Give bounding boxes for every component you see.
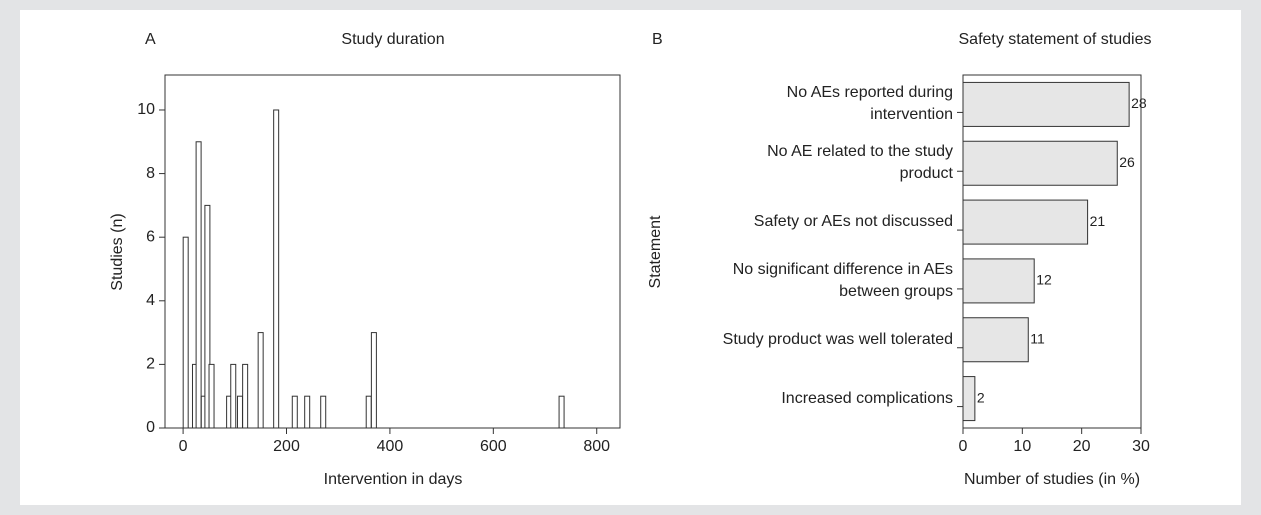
y-tick-label: Increased complications <box>781 389 953 407</box>
chart-title: Safety statement of studies <box>959 31 1152 48</box>
plot-frame <box>164 74 621 429</box>
bar <box>320 395 327 429</box>
x-axis-label: Number of studies (in %) <box>964 471 1140 488</box>
x-tick-label: 30 <box>1132 438 1150 455</box>
bar <box>242 363 249 429</box>
x-tick-label: 200 <box>273 438 300 455</box>
x-axis-label: Intervention in days <box>324 471 463 488</box>
value-label: 26 <box>1119 154 1135 170</box>
value-label: 11 <box>1030 330 1045 346</box>
chart-title: Study duration <box>341 31 444 48</box>
x-tick-label: 10 <box>1013 438 1031 455</box>
bar <box>962 317 1029 363</box>
bar <box>962 258 1035 304</box>
y-tick-label: 8 <box>146 165 155 182</box>
x-tick-label: 400 <box>377 438 404 455</box>
value-label: 21 <box>1090 213 1106 229</box>
value-label: 2 <box>977 389 985 405</box>
y-tick-label: 10 <box>137 101 155 118</box>
bar <box>195 141 202 429</box>
bar <box>962 199 1089 245</box>
bar <box>236 395 243 429</box>
y-tick-label: No significant difference in AEs between… <box>732 260 953 300</box>
y-tick-label: Safety or AEs not discussed <box>753 213 953 231</box>
y-tick-label: No AE related to the study product <box>767 143 953 183</box>
bar <box>304 395 311 429</box>
value-label: 12 <box>1036 272 1052 288</box>
x-tick-label: 0 <box>959 438 968 455</box>
bar <box>370 332 377 429</box>
y-tick-label: No AEs reported during intervention <box>786 84 953 124</box>
bar <box>204 204 211 429</box>
bar <box>962 140 1118 186</box>
bar <box>962 376 976 422</box>
x-tick-label: 0 <box>179 438 188 455</box>
y-tick-label: Study product was well tolerated <box>722 330 953 348</box>
y-tick-label: 6 <box>146 228 155 245</box>
bar <box>230 363 237 429</box>
y-tick-label: 2 <box>146 356 155 373</box>
panel-letter: B <box>652 31 663 48</box>
bar <box>273 109 280 429</box>
bar <box>291 395 298 429</box>
bar <box>558 395 565 429</box>
bar <box>962 81 1130 127</box>
x-tick-label: 600 <box>480 438 507 455</box>
bar <box>365 395 372 429</box>
y-axis-label: Statement <box>647 215 664 288</box>
x-tick-label: 20 <box>1073 438 1091 455</box>
y-tick-label: 0 <box>146 419 155 436</box>
y-axis-label: Studies (n) <box>109 213 126 290</box>
value-label: 28 <box>1131 95 1147 111</box>
panel-letter: A <box>145 31 156 48</box>
x-tick-label: 800 <box>583 438 610 455</box>
bar <box>208 363 215 429</box>
y-tick-label: 4 <box>146 292 155 309</box>
bar <box>257 332 264 429</box>
plot-frame <box>962 74 1142 429</box>
bar <box>182 236 189 429</box>
